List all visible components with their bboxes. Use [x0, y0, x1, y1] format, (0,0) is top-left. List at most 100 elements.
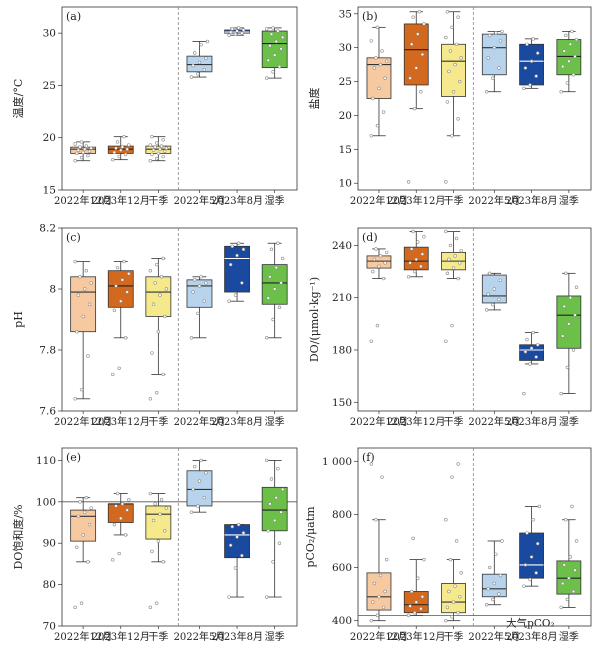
data-point [189, 510, 194, 514]
data-point [86, 153, 90, 158]
data-point [486, 292, 490, 296]
data-point [406, 613, 411, 618]
data-point [86, 560, 90, 564]
data-point [87, 522, 92, 527]
panel-f: 大气pCO₂ 400 600 800 1 000 pCO₂/μatm (f) 2022年12月… [304, 447, 592, 643]
data-point [127, 498, 131, 502]
data-point [148, 491, 153, 496]
data-point [537, 504, 541, 509]
y-tick-label: 180 [332, 345, 352, 357]
data-point [280, 35, 285, 40]
data-point [197, 284, 202, 288]
data-point [371, 600, 375, 604]
data-point [486, 56, 490, 60]
data-point [111, 372, 115, 377]
data-point [87, 149, 92, 154]
data-point [89, 146, 93, 150]
data-point [454, 42, 459, 46]
data-point [447, 589, 451, 594]
data-point [230, 524, 234, 529]
data-point [164, 506, 169, 510]
data-point [150, 152, 154, 157]
data-point [148, 397, 153, 401]
y-tick-label: 30 [339, 42, 352, 54]
panel-label: (e) [66, 451, 81, 464]
x-tick-label: 2022年12月 [350, 630, 408, 643]
data-point [529, 555, 534, 559]
box-0 [70, 259, 97, 401]
data-point [411, 15, 415, 19]
x-tick-label: 干季 [148, 195, 168, 207]
data-point [148, 159, 153, 163]
data-point [111, 157, 115, 162]
data-point [497, 592, 501, 596]
y-tick-label: 8 [49, 284, 56, 296]
data-point [75, 151, 79, 156]
box-0 [70, 140, 97, 163]
box-iqr [556, 39, 582, 76]
data-point [114, 146, 118, 150]
data-point [491, 76, 495, 80]
y-tick-label: 35 [339, 8, 352, 20]
box-iqr [261, 486, 288, 532]
box-5 [261, 26, 288, 80]
y-tick-label: 8.2 [39, 223, 56, 235]
data-point [419, 264, 423, 269]
data-point [459, 571, 463, 575]
x-tick-label: 2023年8月 [211, 194, 263, 207]
data-point [559, 391, 563, 396]
data-point [73, 397, 77, 401]
data-point [115, 265, 120, 270]
data-point [89, 281, 93, 285]
data-point [119, 516, 123, 521]
data-point [159, 275, 164, 279]
box-0 [366, 25, 392, 138]
data-point [381, 276, 386, 281]
data-point [522, 391, 526, 396]
data-point [377, 264, 381, 269]
data-point [564, 271, 568, 276]
data-point [233, 293, 238, 297]
box-5 [556, 504, 582, 610]
data-point [408, 604, 412, 608]
data-point [230, 27, 234, 31]
data-point [525, 337, 529, 342]
data-point [574, 285, 579, 289]
data-point [371, 96, 375, 101]
data-point [155, 262, 159, 267]
data-point [84, 269, 89, 273]
x-tick-label: 2022年5月 [174, 194, 226, 207]
data-point [416, 240, 420, 244]
data-point [445, 100, 450, 104]
data-point [531, 518, 535, 522]
data-point [197, 479, 202, 483]
box-2 [145, 491, 172, 610]
data-point [568, 42, 573, 46]
data-point [161, 256, 165, 261]
data-point [227, 299, 231, 303]
data-point [123, 152, 128, 157]
data-point [457, 595, 462, 599]
data-point [81, 314, 85, 319]
data-point [457, 261, 462, 265]
data-point [279, 281, 283, 285]
data-point [422, 235, 426, 239]
data-point [227, 33, 231, 37]
data-point [228, 543, 233, 547]
data-point [274, 265, 278, 270]
y-tick-label: 20 [339, 110, 352, 122]
box-iqr [556, 295, 582, 349]
x-tick-label: 干季 [444, 195, 464, 207]
data-point [202, 299, 206, 303]
data-point [445, 605, 450, 610]
panel-label: (d) [362, 231, 378, 244]
data-point [411, 229, 415, 234]
data-point [562, 563, 566, 567]
data-point [453, 584, 457, 588]
data-point [372, 581, 377, 586]
data-point [564, 518, 568, 522]
data-point [377, 595, 381, 599]
box-iqr [481, 33, 507, 76]
plot-frame [61, 447, 298, 627]
data-point [522, 584, 526, 588]
